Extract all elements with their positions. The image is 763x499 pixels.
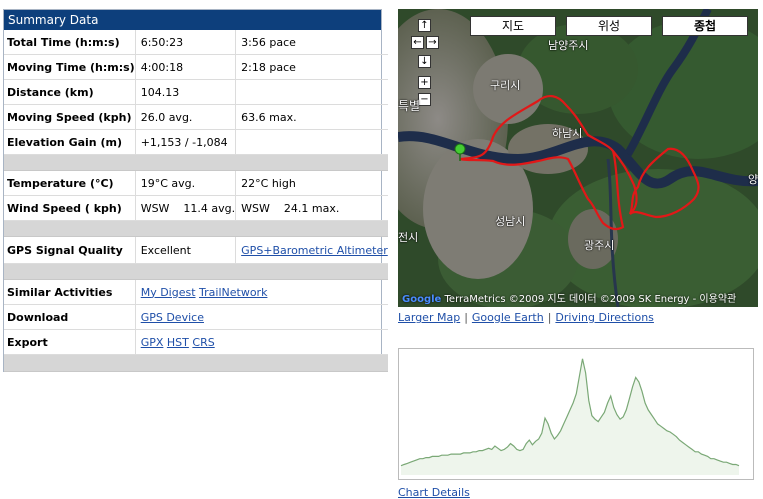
row-label: Export xyxy=(4,329,136,355)
larger-map-link[interactable]: Larger Map xyxy=(398,311,461,324)
row-value: 4:00:18 xyxy=(135,54,237,80)
map-label: 남양주시 xyxy=(548,39,589,52)
pan-down-button[interactable]: ↓ xyxy=(418,55,431,68)
table-row: GPS Signal Quality Excellent GPS+Baromet… xyxy=(4,236,388,264)
row-label: Total Time (h:m:s) xyxy=(4,30,136,55)
row-label: Distance (km) xyxy=(4,79,136,105)
summary-table: Total Time (h:m:s) 6:50:23 3:56 pace Mov… xyxy=(4,30,388,372)
row-value: Excellent xyxy=(135,236,237,264)
row-label: Elevation Gain (m) xyxy=(4,129,136,155)
export-gpx-link[interactable]: GPX xyxy=(140,335,164,349)
zoom-in-button[interactable]: + xyxy=(418,76,431,89)
google-earth-link[interactable]: Google Earth xyxy=(471,311,544,324)
row-value: +1,153 / -1,084 xyxy=(135,129,237,155)
table-row: Elevation Gain (m) +1,153 / -1,084 xyxy=(4,129,388,155)
row-value: 26.0 avg. xyxy=(135,104,237,130)
table-row: Wind Speed ( kph) WSW 11.4 avg. WSW 24.1… xyxy=(4,195,388,221)
row-value-secondary: 22°C high xyxy=(235,170,388,196)
driving-directions-link[interactable]: Driving Directions xyxy=(555,311,654,324)
map-label: 전시 xyxy=(398,231,419,244)
chart-details-link[interactable]: Chart Details xyxy=(398,486,470,499)
row-value-secondary: WSW 24.1 max. xyxy=(235,195,388,221)
table-row: Distance (km) 104.13 xyxy=(4,79,388,105)
satellite-map[interactable]: 지도 위성 종첩 ↑ ← → ↓ + − 남양주시 구리시 하남시 성남시 광주… xyxy=(398,9,758,307)
map-label: 양 xyxy=(748,173,758,186)
row-links: GPX HST CRS xyxy=(135,329,388,355)
row-label: Temperature (°C) xyxy=(4,170,136,196)
row-value: WSW 11.4 avg. xyxy=(135,195,237,221)
link-separator: | xyxy=(547,311,552,324)
map-type-map-button[interactable]: 지도 xyxy=(470,16,556,36)
map-label: 구리시 xyxy=(490,79,521,92)
row-label: Wind Speed ( kph) xyxy=(4,195,136,221)
table-row: Moving Speed (kph) 26.0 avg. 63.6 max. xyxy=(4,104,388,130)
row-links: GPS Device xyxy=(135,304,388,330)
map-type-hybrid-button[interactable]: 종첩 xyxy=(662,16,748,36)
map-label: 광주시 xyxy=(584,239,615,252)
table-row: Moving Time (h:m:s) 4:00:18 2:18 pace xyxy=(4,54,388,80)
trailnetwork-link[interactable]: TrailNetwork xyxy=(199,285,268,299)
pan-left-button[interactable]: ← xyxy=(411,36,424,49)
row-value-secondary: 2:18 pace xyxy=(235,54,388,80)
section-divider xyxy=(4,154,388,171)
row-value: 104.13 xyxy=(135,79,237,105)
table-row: Similar Activities My Digest TrailNetwor… xyxy=(4,279,388,305)
row-label: Similar Activities xyxy=(4,279,136,305)
google-logo[interactable]: Google xyxy=(402,294,442,305)
row-label: Moving Time (h:m:s) xyxy=(4,54,136,80)
row-label: Download xyxy=(4,304,136,330)
pan-up-button[interactable]: ↑ xyxy=(418,19,431,32)
gps-device-link[interactable]: GPS Device xyxy=(140,310,204,324)
copyright-text: ©2009 지도 데이터 ©2009 SK Energy - 이용약관 xyxy=(508,294,737,305)
summary-title: Summary Data xyxy=(4,10,381,30)
export-hst-link[interactable]: HST xyxy=(166,335,189,349)
map-type-satellite-button[interactable]: 위성 xyxy=(566,16,652,36)
pan-right-button[interactable]: → xyxy=(426,36,439,49)
export-crs-link[interactable]: CRS xyxy=(192,335,215,349)
row-value-secondary xyxy=(235,129,388,155)
table-row: Temperature (°C) 19°C avg. 22°C high xyxy=(4,170,388,196)
map-links: Larger Map | Google Earth | Driving Directio… xyxy=(398,311,654,324)
row-links: My Digest TrailNetwork xyxy=(135,279,388,305)
row-value-secondary: 63.6 max. xyxy=(235,104,388,130)
elevation-area xyxy=(401,358,739,475)
elevation-line xyxy=(400,358,740,467)
row-value-secondary xyxy=(235,79,388,105)
gps-altimeter-link[interactable]: GPS+Barometric Altimeter xyxy=(241,243,388,257)
summary-panel: Summary Data Total Time (h:m:s) 6:50:23 … xyxy=(3,9,388,372)
my-digest-link[interactable]: My Digest xyxy=(140,285,196,299)
map-label: 성남시 xyxy=(495,215,526,228)
row-value: 6:50:23 xyxy=(135,30,237,55)
terrametrics-text: TerraMetrics xyxy=(444,294,506,305)
table-row: Export GPX HST CRS xyxy=(4,329,388,355)
map-copyright: Google TerraMetrics ©2009 지도 데이터 ©2009 S… xyxy=(402,290,736,305)
table-row: Download GPS Device xyxy=(4,304,388,330)
row-label: Moving Speed (kph) xyxy=(4,104,136,130)
elevation-chart-svg xyxy=(400,358,740,475)
row-value: 19°C avg. xyxy=(135,170,237,196)
section-divider xyxy=(4,354,388,372)
row-label: GPS Signal Quality xyxy=(4,236,136,264)
map-imagery xyxy=(398,9,758,307)
elevation-chart xyxy=(398,348,754,480)
section-divider xyxy=(4,263,388,280)
section-divider xyxy=(4,220,388,237)
route-line xyxy=(459,95,700,231)
table-row: Total Time (h:m:s) 6:50:23 3:56 pace xyxy=(4,30,388,55)
row-value-secondary: 3:56 pace xyxy=(235,30,388,55)
map-label: 특별 xyxy=(398,99,421,113)
row-value-secondary: GPS+Barometric Altimeter xyxy=(235,236,388,264)
map-label: 하남시 xyxy=(552,127,583,140)
link-separator: | xyxy=(464,311,468,324)
zoom-out-button[interactable]: − xyxy=(418,93,431,106)
